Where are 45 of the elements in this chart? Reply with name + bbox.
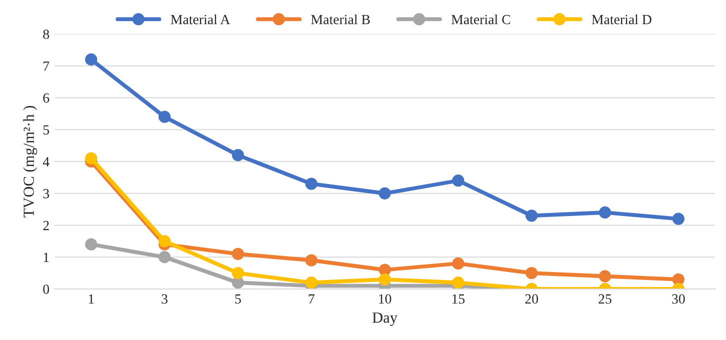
point	[526, 266, 538, 280]
point	[452, 276, 464, 289]
point	[598, 206, 612, 219]
x-tick-label: 10	[379, 294, 392, 304]
y-tick-label: 7	[44, 62, 50, 71]
x-tick-label: 30	[672, 294, 685, 304]
legend-label: Material D	[592, 14, 652, 24]
point	[85, 152, 98, 164]
x-tick-label: 5	[235, 294, 241, 304]
legend-label: Material C	[451, 14, 510, 24]
point	[232, 266, 244, 280]
x-tick-label: 15	[452, 294, 465, 304]
y-axis-title: TVOC (mg/m²·h )	[23, 106, 38, 218]
y-tick-label: 3	[43, 188, 50, 198]
point	[158, 235, 171, 248]
x-tick-label: 7	[308, 294, 314, 304]
point	[232, 149, 244, 162]
legend-label: Material A	[170, 14, 230, 24]
point	[598, 270, 612, 282]
point	[305, 254, 318, 266]
point	[85, 238, 98, 250]
point	[452, 257, 464, 270]
point	[526, 210, 538, 222]
x-axis-title: Day	[372, 312, 398, 326]
point	[232, 248, 244, 260]
point	[672, 212, 684, 225]
y-tick-label: 2	[43, 220, 49, 230]
y-tick-label: 1	[44, 252, 49, 262]
point	[378, 273, 391, 286]
y-tick-label: 4	[42, 157, 50, 166]
x-tick-label: 1	[88, 294, 94, 304]
x-tick-label: 3	[162, 294, 168, 304]
point	[158, 110, 171, 123]
point	[378, 187, 391, 200]
point	[305, 178, 318, 190]
x-tick-label: 20	[525, 294, 538, 304]
point	[85, 53, 98, 66]
y-tick-label: 0	[43, 284, 50, 294]
point	[158, 251, 171, 264]
legend-label: Material B	[311, 14, 370, 24]
point	[452, 174, 464, 187]
x-tick-label: 25	[598, 294, 612, 304]
y-tick-label: 5	[43, 125, 50, 135]
y-tick-label: 8	[43, 30, 50, 39]
y-tick-label: 6	[43, 93, 50, 103]
